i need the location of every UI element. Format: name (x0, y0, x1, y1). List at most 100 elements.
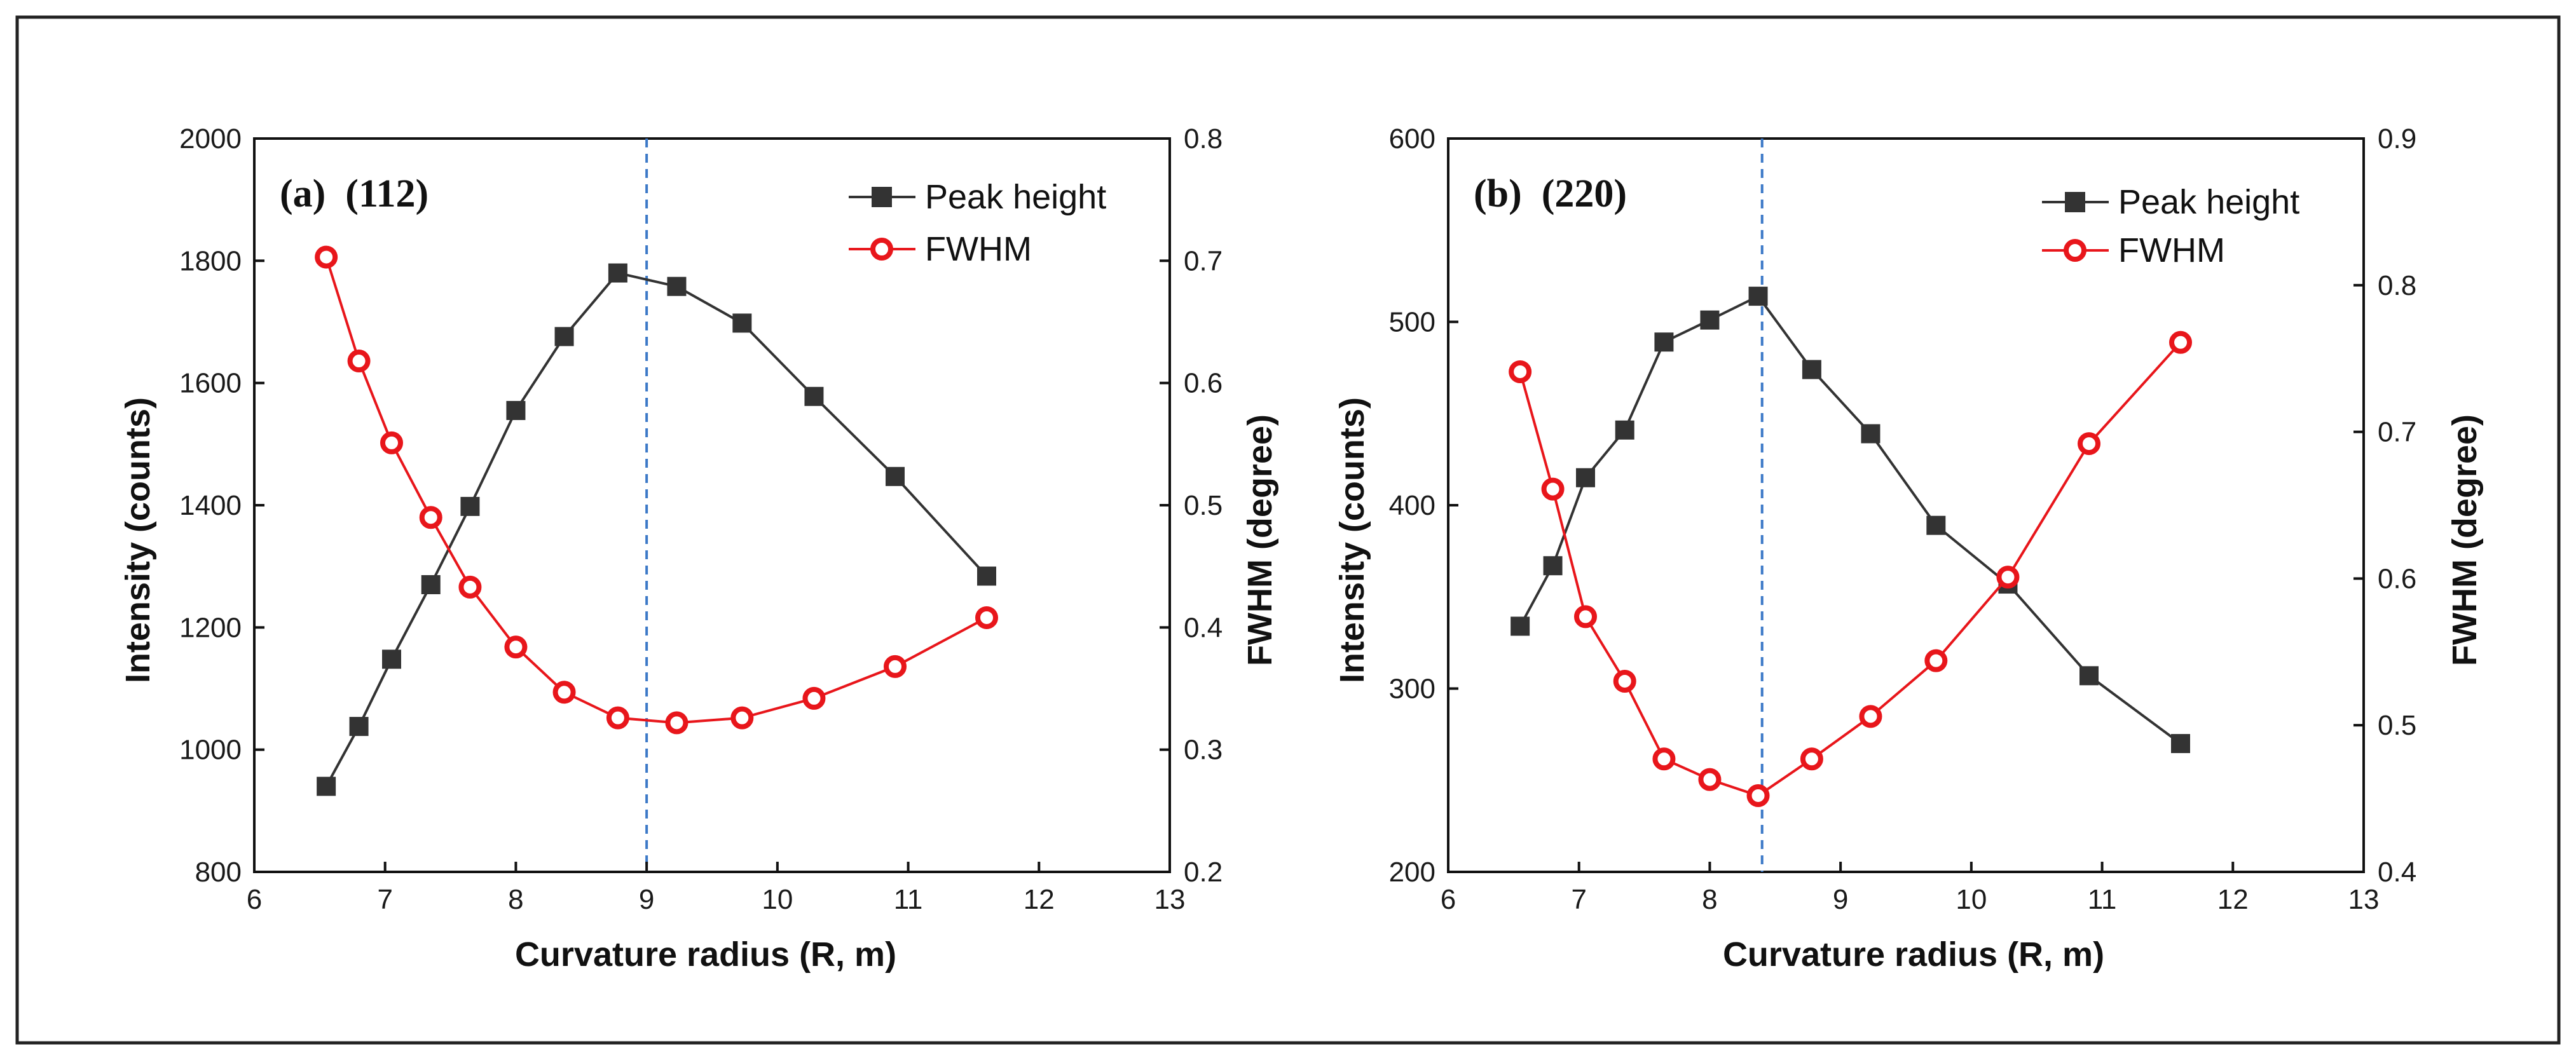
panel-b-y2-tick-label: 0.7 (2378, 417, 2416, 448)
panel-a-x-tick-label: 10 (762, 884, 793, 915)
panel-a-y2-tick-label: 0.4 (1184, 612, 1223, 643)
panel-b-peak-height-point (1700, 310, 1720, 330)
panel-b-fwhm-point (1613, 669, 1636, 693)
panel-b-y2-tick-label: 0.6 (2378, 563, 2416, 594)
panel-a-fwhm-point (975, 606, 998, 629)
panel-a-x-tick-label: 9 (639, 884, 654, 915)
panel-a-peak-height-point (421, 575, 441, 595)
panel-a-y2-tick-label: 0.3 (1184, 735, 1223, 766)
panel-a-y-axis-title: Intensity (counts) (119, 397, 157, 683)
panel-a-x-tick-label: 11 (894, 884, 923, 915)
figure-border (15, 15, 2561, 1045)
panel-a-legend-peak-height-label: Peak height (925, 178, 1106, 216)
panel-a-y2-tick-label: 0.2 (1184, 857, 1223, 888)
panel-a-fwhm-point (504, 635, 528, 659)
panel-b-y2-tick-label: 0.4 (2378, 857, 2416, 888)
panel-b-y-tick-label: 600 (1389, 123, 1435, 154)
panel-a-peak-height-point (977, 566, 996, 586)
panel-b-x-tick-label: 12 (2217, 884, 2249, 915)
panel-b-fwhm-point (1509, 360, 1532, 383)
panel-a-x-tick-label: 13 (1154, 884, 1186, 915)
panel-b-y-tick-label: 500 (1389, 307, 1435, 338)
panel-a-peak-height-point (460, 496, 480, 516)
panel-a-fwhm-point (347, 350, 371, 373)
panel-b-peak-height-point (1802, 360, 1821, 379)
panel-a-peak-height-point (804, 386, 824, 406)
panel-a-x-tick-label: 6 (247, 884, 262, 915)
panel-b-peak-height-point (2171, 734, 2190, 754)
panel-a-peak-height-point (382, 649, 401, 669)
panel-b-y2-tick-label: 0.8 (2378, 270, 2416, 301)
panel-b-legend-peak-height-marker (2065, 192, 2085, 212)
panel-a-y2-tick-label: 0.8 (1184, 123, 1223, 154)
panel-a-y-tick-label: 1400 (179, 490, 242, 521)
panel-b-y-tick-label: 200 (1389, 857, 1435, 888)
panel-b-fwhm-point (1698, 768, 1722, 791)
panel-a-peak-height-point (506, 400, 526, 420)
panel-b-peak-height-point (2079, 666, 2099, 686)
panel-b-legend-fwhm-label: FWHM (2118, 231, 2225, 269)
panel-b-x-tick-label: 8 (1702, 884, 1717, 915)
panel-b-x-tick-label: 10 (1956, 884, 1987, 915)
panel-b-x-axis-title: Curvature radius (R, m) (1723, 935, 2104, 974)
panel-b-y2-tick-label: 0.9 (2378, 123, 2416, 154)
panel-a-legend-fwhm-label: FWHM (925, 230, 1032, 268)
panel-a-y-tick-label: 1800 (179, 245, 242, 276)
panel-a-fwhm-point (802, 686, 826, 710)
panel-b-legend-peak-height-label: Peak height (2118, 183, 2299, 221)
panel-b-x-tick-label: 11 (2088, 884, 2117, 915)
panel-a-y-tick-label: 1000 (179, 735, 242, 766)
panel-a-fwhm-point (730, 706, 754, 730)
panel-a: (a) (112) Curvature radius (R, m) Intens… (119, 123, 1279, 974)
panel-a-y2-tick-label: 0.7 (1184, 245, 1223, 276)
panel-a-peak-height-point (554, 327, 574, 346)
panel-b-peak-height-point (1654, 332, 1674, 352)
panel-a-y-tick-label: 1600 (179, 368, 242, 399)
panel-b-fwhm-point (1996, 566, 2020, 589)
panel-a-fwhm-point (419, 506, 442, 529)
panel-b-x-tick-label: 13 (2348, 884, 2380, 915)
panel-a-legend: Peak height FWHM (849, 178, 1106, 268)
panel-b-fwhm-point (1800, 747, 1823, 771)
panel-a-peak-height-point (667, 276, 687, 296)
panel-a-fwhm-point (665, 711, 689, 735)
panel-b-title: (b) (220) (1474, 172, 1627, 215)
panel-b-x-tick-label: 9 (1833, 884, 1848, 915)
panel-b-y2-tick-label: 0.5 (2378, 710, 2416, 741)
panel-b-y-tick-label: 300 (1389, 674, 1435, 705)
panel-a-fwhm-point (884, 655, 907, 678)
panel-b-x-tick-label: 6 (1441, 884, 1456, 915)
panel-a-fwhm-point (458, 575, 482, 599)
panel-b-peak-height-point (1511, 616, 1530, 636)
panel-b-y2-axis-title: FWHM (degree) (2446, 414, 2484, 666)
panel-a-legend-fwhm-marker (870, 238, 893, 261)
panel-a-y2-tick-label: 0.6 (1184, 368, 1223, 399)
panel-a-y-tick-label: 800 (195, 857, 242, 888)
panel-a-y-tick-label: 2000 (179, 123, 242, 154)
panel-a-peak-height-point (317, 777, 336, 796)
panel-b-fwhm-point (1652, 747, 1676, 771)
panel-b-peak-height-point (1861, 424, 1881, 444)
panel-a-x-tick-label: 12 (1024, 884, 1055, 915)
panel-a-y2-axis-title: FWHM (degree) (1241, 414, 1279, 666)
panel-a-fwhm-point (315, 245, 338, 269)
panel-b-x-tick-label: 7 (1571, 884, 1586, 915)
panel-b-peak-height-point (1926, 515, 1946, 535)
panel-b-legend-fwhm-marker (2064, 239, 2086, 262)
panel-b-peak-height-point (1615, 420, 1634, 440)
panel-b-fwhm-point (1574, 605, 1597, 629)
panel-a-peak-height-point (886, 466, 905, 486)
panel-a-peak-height-point (349, 717, 369, 737)
panel-b-y-tick-label: 400 (1389, 490, 1435, 521)
panel-a-fwhm-point (552, 681, 576, 704)
panel-b-fwhm-point (1541, 477, 1565, 501)
panel-b-y-axis-title: Intensity (counts) (1333, 397, 1371, 683)
panel-a-peak-height-point (732, 313, 752, 333)
panel-b-fwhm-point (1859, 705, 1882, 728)
panel-a-y2-tick-label: 0.5 (1184, 490, 1223, 521)
panel-a-x-tick-label: 8 (508, 884, 523, 915)
panel-a-y-tick-label: 1200 (179, 612, 242, 643)
panel-b-peak-height-point (1576, 468, 1595, 487)
panel-b: (b) (220) Curvature radius (R, m) Intens… (1333, 123, 2484, 974)
